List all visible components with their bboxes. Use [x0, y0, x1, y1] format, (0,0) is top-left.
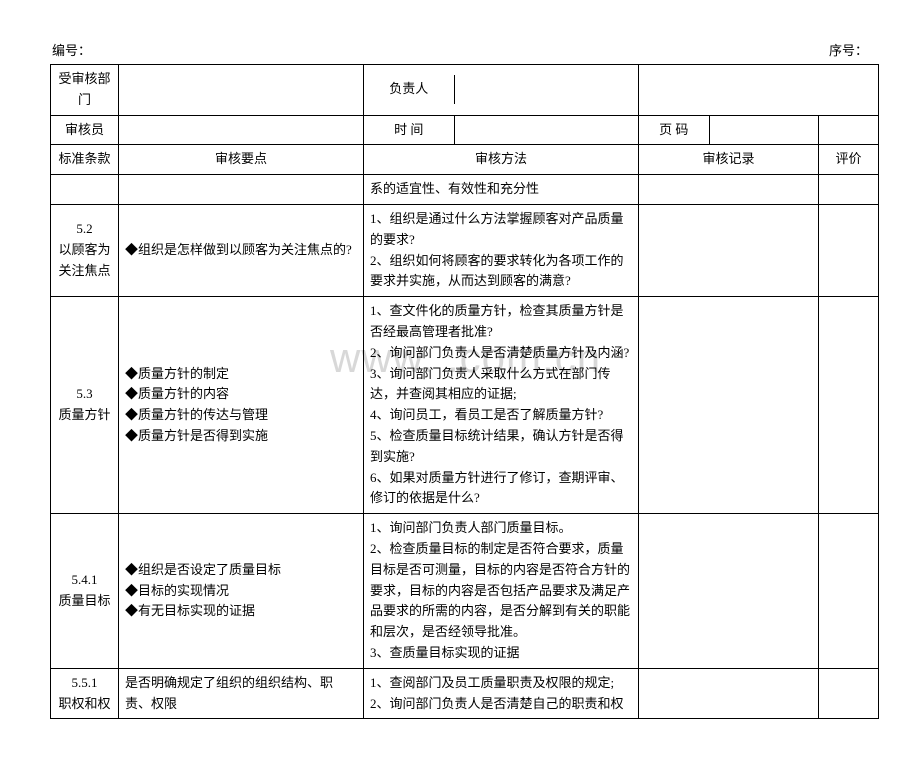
record-cell: [639, 297, 819, 514]
clause-cell: 5.2 以顾客为 关注焦点: [51, 204, 119, 296]
col-points: 审核要点: [119, 145, 364, 175]
clause-cell: 5.3 质量方针: [51, 297, 119, 514]
points-cell: ◆质量方针的制定 ◆质量方针的内容 ◆质量方针的传达与管理 ◆质量方针是否得到实…: [119, 297, 364, 514]
table-row: 5.5.1 职权和权是否明确规定了组织的组织结构、职责、权限1、查阅部门及员工质…: [51, 668, 879, 719]
method-cell: 系的适宜性、有效性和充分性: [364, 175, 639, 205]
time-value: [454, 116, 638, 145]
eval-cell: [819, 297, 879, 514]
column-header-row: 标准条款 审核要点 审核方法 审核记录 评价: [51, 145, 879, 175]
auditor-value: [119, 115, 364, 145]
col-method: 审核方法: [364, 145, 639, 175]
table-row: 5.2 以顾客为 关注焦点◆组织是怎样做到以顾客为关注焦点的?1、组织是通过什么…: [51, 204, 879, 296]
responsible-value: [454, 75, 638, 104]
eval-cell: [819, 175, 879, 205]
clause-cell: [51, 175, 119, 205]
audit-table: 受审核部门 负责人 审核员 时 间: [50, 64, 879, 719]
eval-cell: [819, 514, 879, 669]
record-cell: [639, 175, 819, 205]
info-row-2: 审核员 时 间 页 码: [51, 115, 879, 145]
method-cell: 1、组织是通过什么方法掌握顾客对产品质量的要求? 2、组织如何将顾客的要求转化为…: [364, 204, 639, 296]
col-eval: 评价: [819, 145, 879, 175]
record-cell: [639, 514, 819, 669]
points-cell: [119, 175, 364, 205]
col-clause: 标准条款: [51, 145, 119, 175]
record-cell: [639, 204, 819, 296]
clause-cell: 5.4.1 质量目标: [51, 514, 119, 669]
responsible-label: 负责人: [364, 75, 454, 104]
record-cell: [639, 668, 819, 719]
table-row: 5.4.1 质量目标◆组织是否设定了质量目标 ◆目标的实现情况 ◆有无目标实现的…: [51, 514, 879, 669]
page-value: [709, 116, 818, 145]
info-row-1: 受审核部门 负责人: [51, 65, 879, 116]
method-cell: 1、查阅部门及员工质量职责及权限的规定; 2、询问部门负责人是否清楚自己的职责和…: [364, 668, 639, 719]
points-cell: 是否明确规定了组织的组织结构、职责、权限: [119, 668, 364, 719]
points-cell: ◆组织是怎样做到以顾客为关注焦点的?: [119, 204, 364, 296]
page-label: 页 码: [639, 116, 709, 145]
table-row: 系的适宜性、有效性和充分性: [51, 175, 879, 205]
seq-no-label: 序号：: [829, 40, 868, 59]
auditor-label: 审核员: [51, 115, 119, 145]
page-cell: 页 码: [639, 115, 819, 145]
method-cell: 1、询问部门负责人部门质量目标。 2、检查质量目标的制定是否符合要求，质量目标是…: [364, 514, 639, 669]
col-record: 审核记录: [639, 145, 819, 175]
clause-cell: 5.5.1 职权和权: [51, 668, 119, 719]
doc-no-label: 编号：: [52, 40, 91, 59]
table-row: 5.3 质量方针◆质量方针的制定 ◆质量方针的内容 ◆质量方针的传达与管理 ◆质…: [51, 297, 879, 514]
time-cell: 时 间: [364, 115, 639, 145]
audited-dept-value: [119, 65, 364, 116]
method-cell: 1、查文件化的质量方针，检查其质量方针是否经最高管理者批准? 2、询问部门负责人…: [364, 297, 639, 514]
points-cell: ◆组织是否设定了质量目标 ◆目标的实现情况 ◆有无目标实现的证据: [119, 514, 364, 669]
eval-cell: [819, 204, 879, 296]
responsible-cell: 负责人: [364, 65, 639, 116]
info-row1-blank: [639, 65, 879, 116]
info-row2-blank: [819, 115, 879, 145]
audited-dept-label: 受审核部门: [51, 65, 119, 116]
eval-cell: [819, 668, 879, 719]
time-label: 时 间: [364, 116, 454, 145]
